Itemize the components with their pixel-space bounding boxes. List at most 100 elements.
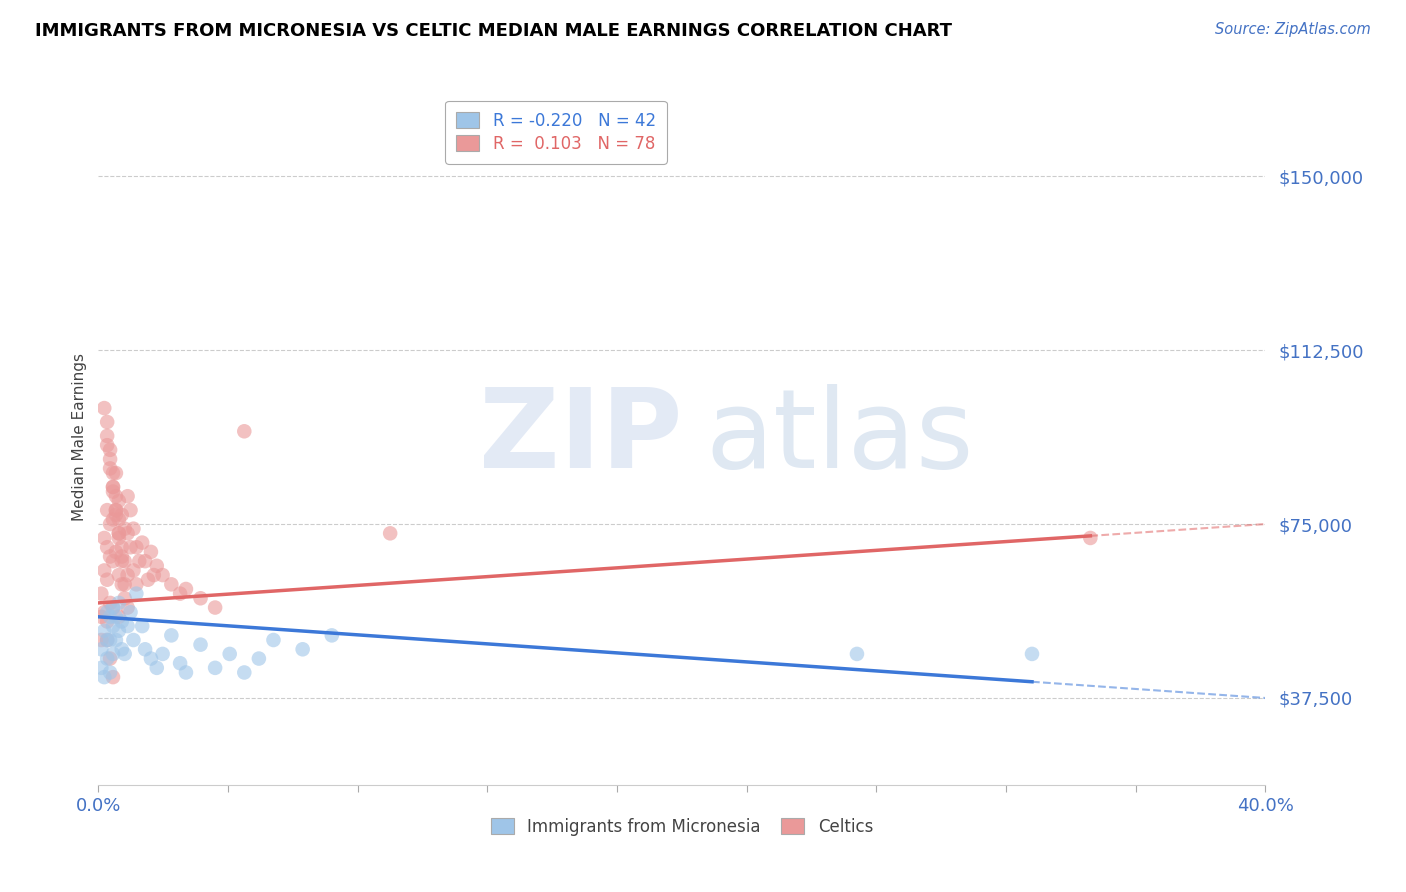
Point — [104, 503, 127, 517]
Point — [96, 429, 118, 443]
Point — [96, 615, 118, 629]
Point — [96, 503, 118, 517]
Point — [218, 647, 240, 661]
Point — [108, 568, 131, 582]
Point — [204, 600, 226, 615]
Point — [152, 568, 174, 582]
Point — [104, 545, 127, 559]
Point — [104, 610, 127, 624]
Point — [90, 642, 112, 657]
Text: ZIP: ZIP — [478, 384, 682, 491]
Point — [98, 461, 121, 475]
Point — [98, 516, 121, 531]
Point — [190, 638, 212, 652]
Point — [101, 647, 124, 661]
Point — [93, 605, 115, 619]
Point — [96, 438, 118, 452]
Point — [98, 549, 121, 564]
Point — [98, 596, 121, 610]
Point — [98, 452, 121, 467]
Point — [1021, 647, 1043, 661]
Point — [93, 564, 115, 578]
Point — [131, 535, 153, 549]
Point — [101, 480, 124, 494]
Point — [104, 508, 127, 522]
Point — [128, 554, 150, 568]
Point — [122, 633, 145, 648]
Y-axis label: Median Male Earnings: Median Male Earnings — [72, 353, 87, 521]
Point — [101, 554, 124, 568]
Point — [108, 531, 131, 545]
Point — [101, 466, 124, 480]
Point — [134, 554, 156, 568]
Point — [101, 670, 124, 684]
Point — [120, 540, 142, 554]
Point — [98, 633, 121, 648]
Point — [160, 577, 183, 591]
Point — [96, 651, 118, 665]
Point — [108, 526, 131, 541]
Point — [111, 554, 134, 568]
Point — [111, 615, 134, 629]
Point — [136, 573, 159, 587]
Point — [101, 600, 124, 615]
Point — [160, 628, 183, 642]
Point — [142, 568, 165, 582]
Point — [101, 480, 124, 494]
Point — [101, 619, 124, 633]
Point — [111, 549, 134, 564]
Point — [846, 647, 869, 661]
Point — [146, 661, 169, 675]
Point — [108, 493, 131, 508]
Point — [111, 642, 134, 657]
Point — [96, 633, 118, 648]
Point — [98, 651, 121, 665]
Point — [104, 466, 127, 480]
Legend: Immigrants from Micronesia, Celtics: Immigrants from Micronesia, Celtics — [484, 812, 880, 843]
Point — [93, 670, 115, 684]
Point — [114, 554, 136, 568]
Point — [96, 415, 118, 429]
Point — [108, 624, 131, 638]
Point — [117, 568, 139, 582]
Point — [291, 642, 314, 657]
Point — [108, 512, 131, 526]
Point — [139, 545, 162, 559]
Point — [380, 526, 402, 541]
Point — [104, 633, 127, 648]
Point — [122, 522, 145, 536]
Point — [125, 540, 148, 554]
Point — [101, 600, 124, 615]
Point — [169, 657, 191, 671]
Point — [98, 610, 121, 624]
Point — [152, 647, 174, 661]
Point — [96, 540, 118, 554]
Point — [321, 628, 343, 642]
Point — [247, 651, 270, 665]
Text: IMMIGRANTS FROM MICRONESIA VS CELTIC MEDIAN MALE EARNINGS CORRELATION CHART: IMMIGRANTS FROM MICRONESIA VS CELTIC MED… — [35, 22, 952, 40]
Point — [114, 522, 136, 536]
Point — [190, 591, 212, 606]
Point — [114, 577, 136, 591]
Point — [174, 665, 197, 680]
Point — [90, 633, 112, 648]
Point — [117, 600, 139, 615]
Point — [108, 596, 131, 610]
Point — [101, 484, 124, 499]
Point — [96, 633, 118, 648]
Point — [131, 619, 153, 633]
Point — [117, 619, 139, 633]
Point — [98, 665, 121, 680]
Point — [90, 610, 112, 624]
Point — [117, 489, 139, 503]
Point — [120, 605, 142, 619]
Point — [146, 558, 169, 573]
Point — [134, 642, 156, 657]
Point — [122, 564, 145, 578]
Point — [101, 512, 124, 526]
Text: Source: ZipAtlas.com: Source: ZipAtlas.com — [1215, 22, 1371, 37]
Point — [169, 587, 191, 601]
Text: atlas: atlas — [706, 384, 974, 491]
Point — [139, 651, 162, 665]
Point — [104, 489, 127, 503]
